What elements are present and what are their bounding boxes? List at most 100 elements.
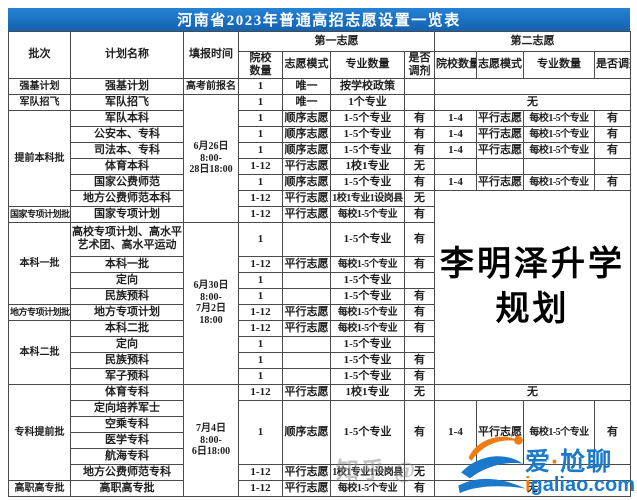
college-count-cell: 1-12 [238,205,283,223]
plan-cell: 司法本、专科 [70,141,184,159]
adjust-cell: 有 [594,109,631,127]
college-count-cell: 1 [238,125,283,143]
plan-cell: 定向 [70,335,184,353]
major-count-cell: 1-5个专业 [330,173,405,191]
college-count-cell: 1 [238,141,283,159]
table-row: 本科二批 本科二批 1-12 平行志愿 每校1-5个专业 有 [8,319,631,385]
major-count-cell: 1校1专业 [330,157,405,175]
major-count-cell: 1-5个专业 [330,141,405,159]
adjust-cell: 有 [404,205,435,223]
mode-cell: 平行志愿 [282,157,331,175]
time-cell: 6月30日 8:00- 7月2日 18:00 [183,221,239,385]
second-choice-merged-cell: 无 [434,93,631,111]
major-count-cell: 1个专业 [330,93,405,111]
major-count-cell: 1-5个专业 [330,367,405,385]
time-cell: 6月26日 8:00- 28日18:00 [183,93,239,223]
major-count-cell: 1校1专业 [330,383,405,401]
plan-cell: 本科一批 [70,255,184,273]
batch-cell: 本科一批 [8,221,71,305]
mode-cell [282,367,331,385]
time-cell: 7月4日 8:00- 6日18:00 [183,383,239,497]
batch-cell: 本科二批 [8,319,71,385]
major-count-cell: 每校1-5个专业 [330,319,405,337]
major-count-cell: 每校1-5个专业 [330,303,405,321]
col-header-plan: 计划名称 [70,31,184,79]
adjust-cell: 有 [404,367,435,385]
plan-cell: 军队招飞 [70,93,184,111]
plan-cell: 民族预科 [70,287,184,305]
empty-cell [434,157,477,175]
plan-cell: 军队本科 [70,109,184,127]
domain-rest: galiao.com [530,474,635,496]
watermark-line1: 李明泽升学 [440,245,625,283]
table-row: 公安本、专科 1 顺序志愿 1-5个专业 有 1-4 平行志愿 每校1-5个专业… [9,125,631,143]
adjust-cell: 无 [404,463,435,481]
major-count-cell: 1-5个专业 [330,335,405,353]
domain-i: i [524,474,531,496]
adjust-cell: 有 [404,399,435,465]
col-header-time: 填报时间 [183,31,239,79]
mode-cell: 顺序志愿 [282,173,331,191]
col-header-batch: 批次 [8,31,71,79]
mode-cell: 平行志愿 [282,205,331,223]
watermark-line2: 规划 [495,291,570,329]
mode-cell: 唯一 [282,93,331,111]
plan-cell: 体育本科 [70,157,184,175]
major-count-cell: 每校1-5个专业 [330,205,405,223]
mode-cell: 平行志愿 [282,255,331,273]
adjust-cell: 有 [404,351,435,369]
page-title: 河南省2023年普通高招志愿设置一览表 [8,8,630,31]
mode-cell: 顺序志愿 [282,141,331,159]
adjust-cell: 有 [404,479,435,497]
adjust-cell: 无 [404,189,435,207]
plan-cell: 国家公费师范 [70,173,184,191]
college-count-cell: 1-4 [434,173,477,191]
mode-cell: 平行志愿 [282,303,331,321]
table-row: 专科提前批 体育专科 7月4日 8:00- 6日18:00 1-12 平行志愿 … [8,383,631,497]
major-count-cell: 1-5个专业 [330,221,405,257]
college-count-cell: 1 [238,351,283,369]
adjust-cell: 无 [404,383,435,401]
col-group-first-choice: 第一志愿 [238,31,435,52]
major-count-cell: 每校1-5个专业 [523,141,595,159]
plan-cell: 公安本、专科 [70,125,184,143]
brand-dot: · [550,447,561,476]
table-row: 定向培养军士 1 顺序志愿 1-5个专业 有 1-4 平行志愿 每校1-5个专业… [9,399,631,465]
major-count-cell: 1-5个专业 [330,287,405,305]
major-count-cell: 1校1专业1设岗县 [330,189,405,207]
table-row: 定向 1 1-5个专业 [9,271,631,289]
adjust-cell [404,77,435,95]
second-choice-merged-cell: 无 [434,383,631,401]
time-cell: 高考前报名 [183,77,239,95]
major-count-cell: 1校1专业1设岗县 [330,463,405,481]
batch-cell: 强基计划 [8,77,71,95]
table-row: 医学专科 [9,431,631,449]
table-row: 定向 1 1-5个专业 [9,335,631,353]
major-count-cell: 1-5个专业 [330,399,405,465]
watermark-overlay: 李明泽升学 规划 [436,242,629,334]
adjust-cell: 有 [404,319,435,337]
plan-cell: 医学专科 [70,431,184,449]
table-row: 国家公费师范 1 顺序志愿 1-5个专业 有 1-4 平行志愿 每校1-5个专业… [9,173,631,191]
col-header-college-count-1: 院校 数量 [238,51,283,79]
table-row: 地方公费师范本科 1-12 平行志愿 1校1专业1设岗县 无 李明泽升学 规划 [9,189,631,385]
college-count-cell: 1-12 [238,189,283,207]
major-count-cell: 1-5个专业 [330,109,405,127]
mode-cell: 平行志愿 [476,399,524,465]
adjust-cell: 有 [404,125,435,143]
college-count-cell: 1 [238,271,283,289]
plan-cell: 定向 [70,271,184,289]
adjust-cell: 有 [594,173,631,191]
adjust-cell: 有 [404,287,435,305]
college-count-cell: 1-4 [434,141,477,159]
major-count-cell: 每校1-5个专业 [523,173,595,191]
batch-cell: 地方专项计划批 [8,303,71,321]
table-row: 本科一批 高校专项计划、高水平艺术团、高水平运动 6月30日 8:00- 7月2… [8,221,631,385]
college-count-cell: 1-12 [238,157,283,175]
swimmer-logo-icon [458,435,526,494]
college-count-cell: 1 [238,173,283,191]
mode-cell: 顺序志愿 [282,125,331,143]
plan-cell: 国家专项计划 [70,205,184,223]
college-count-cell: 1-12 [238,303,283,321]
